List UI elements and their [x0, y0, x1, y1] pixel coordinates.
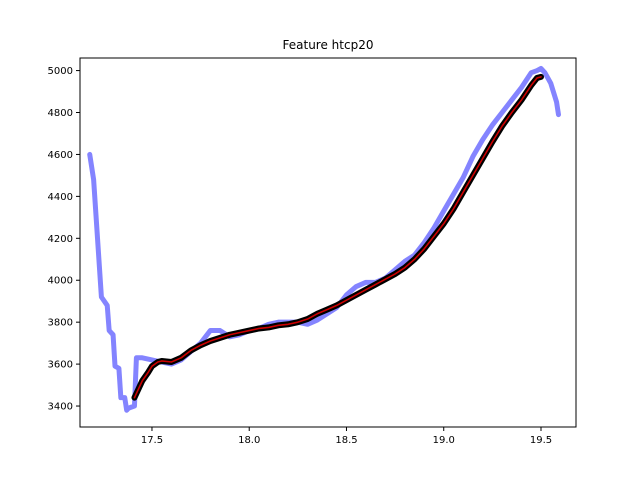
x-axis: 17.5 18.0 18.5 19.0 19.5 — [141, 427, 552, 446]
y-axis: 3400 3600 3800 4000 4200 4400 4600 4800 5000 — [48, 66, 80, 413]
chart-title: Feature htcp20 — [283, 38, 374, 52]
series-layer — [87, 65, 561, 413]
x-tick-label: 17.5 — [141, 435, 163, 446]
x-tick-label: 19.5 — [530, 435, 552, 446]
y-tick-label: 3800 — [48, 318, 73, 329]
y-tick-label: 3400 — [48, 402, 73, 413]
y-tick-label: 3600 — [48, 360, 73, 371]
y-tick-label: 4800 — [48, 108, 73, 119]
y-tick-label: 4200 — [48, 234, 73, 245]
y-tick-label: 4000 — [48, 276, 73, 287]
x-tick-label: 19.0 — [433, 435, 455, 446]
x-tick-label: 18.5 — [335, 435, 357, 446]
y-tick-label: 5000 — [48, 66, 73, 77]
y-tick-label: 4600 — [48, 150, 73, 161]
series-line-3 — [133, 76, 542, 399]
y-tick-label: 4400 — [48, 192, 73, 203]
x-tick-label: 18.0 — [238, 435, 260, 446]
axes-frame — [79, 57, 577, 428]
